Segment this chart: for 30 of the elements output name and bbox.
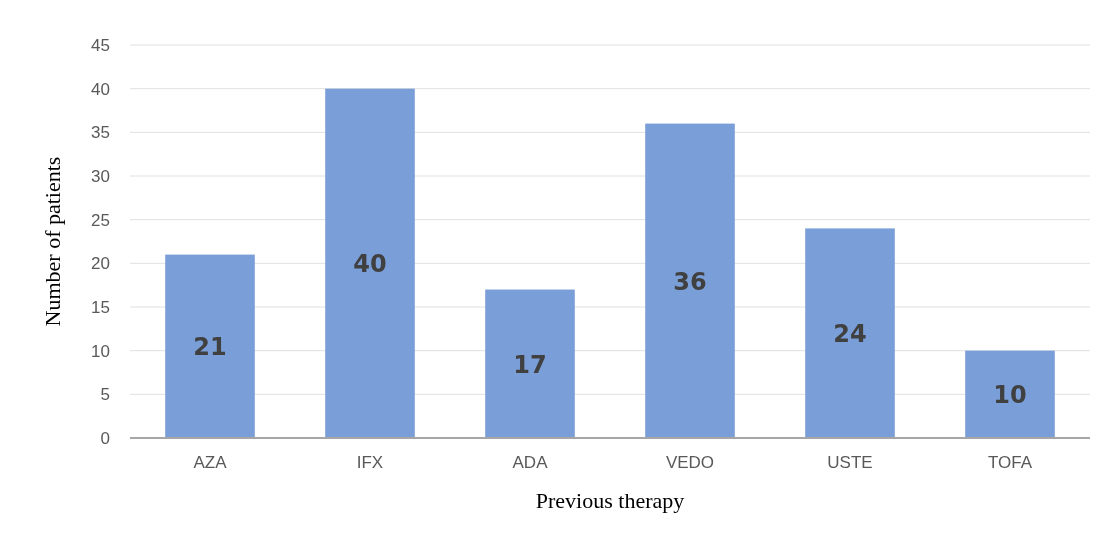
bar — [645, 123, 735, 438]
y-tick-label: 25 — [91, 210, 110, 230]
bar — [805, 228, 895, 438]
x-axis-title: Previous therapy — [535, 488, 685, 513]
x-tick-label: VEDO — [665, 453, 715, 472]
y-tick-label: 10 — [91, 341, 110, 361]
x-tick-label: ADA — [512, 453, 549, 472]
bar — [165, 254, 255, 438]
data-label: 17 — [513, 350, 547, 379]
data-label: 21 — [193, 333, 227, 362]
data-label: 24 — [833, 320, 867, 349]
y-tick-label: 20 — [91, 254, 110, 274]
y-axis-title: Number of patients — [40, 156, 65, 327]
data-label: 40 — [353, 250, 387, 279]
x-tick-label: USTE — [827, 453, 873, 472]
y-tick-label: 45 — [91, 36, 110, 55]
y-tick-label: 40 — [91, 79, 110, 99]
bar — [485, 289, 575, 438]
bar — [325, 88, 415, 438]
x-tick-label: TOFA — [987, 453, 1033, 472]
bar — [965, 350, 1055, 438]
y-tick-label: 30 — [91, 167, 110, 186]
y-tick-label: 15 — [91, 298, 110, 317]
x-tick-label: IFX — [356, 453, 384, 472]
x-tick-label: AZA — [193, 453, 228, 472]
y-tick-label: 5 — [100, 385, 110, 405]
y-tick-label: 0 — [100, 429, 110, 448]
y-tick-label: 35 — [91, 123, 110, 143]
data-label: 10 — [993, 381, 1027, 410]
data-label: 36 — [673, 267, 707, 296]
